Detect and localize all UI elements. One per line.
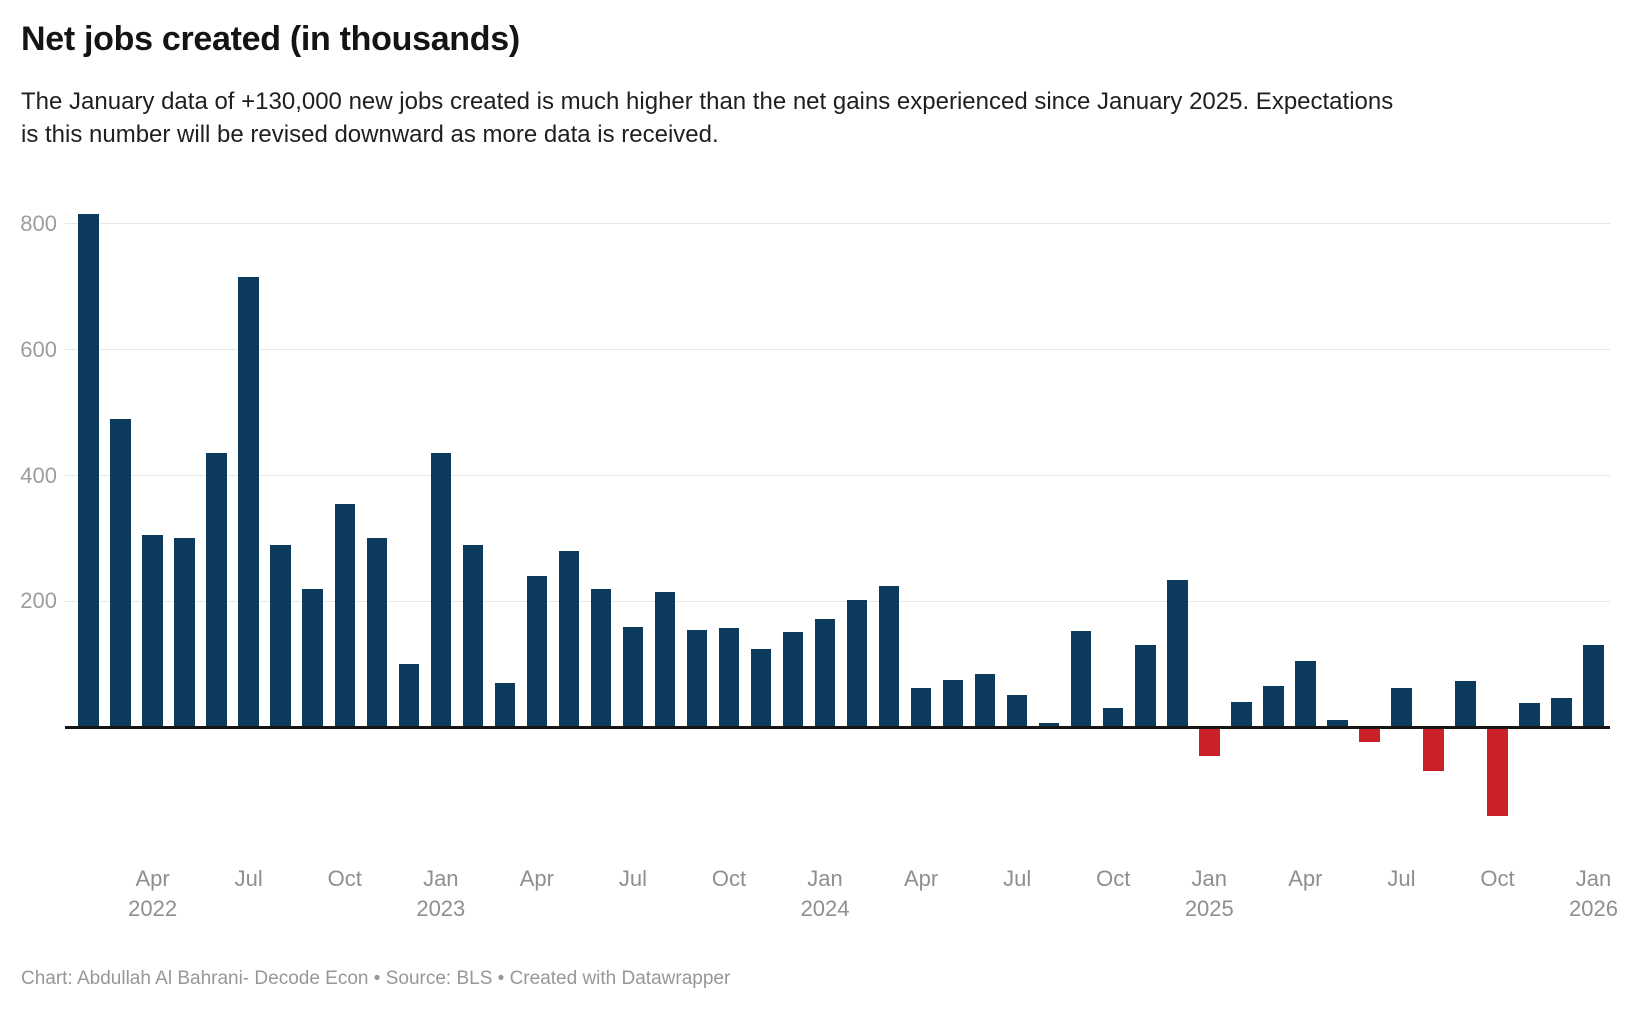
x-axis-label-oct: Oct: [1096, 866, 1131, 891]
chart-header: Net jobs created (in thousands) The Janu…: [21, 19, 1393, 151]
bar-nov-2025[interactable]: [1519, 703, 1540, 728]
bar-jun-2023[interactable]: [590, 588, 612, 728]
bar-mar-2023[interactable]: [494, 683, 516, 728]
bar-jan-2023[interactable]: [430, 453, 452, 728]
bar-aug-2023[interactable]: [654, 591, 676, 728]
bar-nov-2024[interactable]: [1135, 644, 1156, 728]
bar-sep-2022[interactable]: [302, 588, 323, 728]
subtitle-line-2: is this number will be revised downward …: [21, 121, 719, 148]
x-axis-label-jul: Jul: [234, 866, 263, 891]
y-axis-label-600: 600: [20, 336, 57, 362]
bar-nov-2023[interactable]: [750, 648, 772, 728]
bar-jul-2025[interactable]: [1391, 688, 1412, 728]
x-axis-label-jan-2024: Jan: [807, 866, 843, 891]
x-axis-label-oct: Oct: [711, 866, 747, 891]
subtitle-line-1: The January data of +130,000 new jobs cr…: [21, 88, 1394, 115]
bar-feb-2024[interactable]: [846, 600, 868, 728]
bar-jan-2024[interactable]: [814, 618, 836, 728]
x-axis-year-label-2023: 2023: [416, 896, 466, 921]
bar-jun-2022[interactable]: [206, 453, 227, 728]
x-axis-label-apr-2022: Apr: [135, 866, 170, 891]
x-axis-year-label-2022: 2022: [128, 896, 178, 921]
x-axis-label-jul: Jul: [1387, 866, 1416, 891]
y-gridline-600: [65, 349, 1610, 351]
bar-aug-2025[interactable]: [1423, 727, 1444, 771]
x-axis-label-oct: Oct: [1480, 866, 1515, 891]
bar-may-2024[interactable]: [942, 680, 964, 728]
bar-jul-2023[interactable]: [622, 626, 644, 728]
bar-mar-2024[interactable]: [878, 585, 900, 728]
bar-dec-2025[interactable]: [1551, 698, 1572, 728]
bar-dec-2022[interactable]: [398, 664, 420, 728]
x-axis-label-jan-2023: Jan: [423, 866, 459, 891]
bar-may-2023[interactable]: [558, 551, 580, 728]
bar-oct-2023[interactable]: [718, 627, 740, 728]
bar-jan-2025[interactable]: [1199, 727, 1220, 757]
bar-jan-2026[interactable]: [1583, 645, 1604, 728]
x-axis-year-label-2025: 2025: [1184, 896, 1234, 921]
bar-sep-2025[interactable]: [1455, 680, 1476, 728]
bar-jun-2025[interactable]: [1359, 727, 1380, 742]
bar-aug-2022[interactable]: [270, 544, 291, 728]
y-axis-label-400: 400: [20, 462, 57, 488]
bar-sep-2023[interactable]: [686, 629, 708, 728]
bar-apr-2024[interactable]: [910, 687, 932, 728]
bar-feb-2025[interactable]: [1231, 702, 1252, 728]
bar-jun-2024[interactable]: [974, 673, 996, 728]
x-axis-label-apr: Apr: [1288, 866, 1323, 891]
x-axis-label-apr: Apr: [903, 866, 939, 891]
bar-mar-2025[interactable]: [1263, 685, 1284, 728]
y-axis-label-200: 200: [20, 588, 57, 614]
y-gridline-800: [65, 223, 1610, 225]
bar-nov-2022[interactable]: [366, 538, 388, 728]
x-axis-label-oct: Oct: [327, 866, 362, 891]
bar-apr-2025[interactable]: [1295, 661, 1316, 728]
bar-oct-2025[interactable]: [1487, 727, 1508, 816]
bar-jul-2024[interactable]: [1006, 695, 1028, 728]
bar-sep-2024[interactable]: [1070, 630, 1092, 728]
bar-apr-2022[interactable]: [142, 535, 163, 728]
chart-credit: Chart: Abdullah Al Bahrani- Decode Econ …: [21, 968, 731, 989]
x-axis-label-jul: Jul: [1003, 866, 1032, 891]
bar-jul-2022[interactable]: [238, 277, 259, 728]
bar-apr-2023[interactable]: [526, 576, 548, 728]
page-title: Net jobs created (in thousands): [21, 20, 520, 58]
y-gridline-400: [65, 475, 1610, 476]
bar-dec-2024[interactable]: [1167, 579, 1188, 728]
x-axis-label-jul: Jul: [618, 866, 647, 891]
x-axis-year-label-2026: 2026: [1569, 896, 1618, 921]
bar-oct-2022[interactable]: [334, 503, 355, 728]
x-axis-year-label-2024: 2024: [800, 896, 850, 921]
chart-subtitle: The January data of +130,000 new jobs cr…: [21, 85, 1393, 151]
bar-may-2025[interactable]: [1327, 719, 1348, 728]
bar-feb-2022[interactable]: [78, 214, 99, 728]
x-axis-line: [65, 725, 1610, 729]
x-axis-label-jan-2026: Jan: [1575, 866, 1612, 891]
bar-feb-2023[interactable]: [462, 544, 484, 728]
x-axis-label-jan-2025: Jan: [1191, 866, 1228, 891]
bar-oct-2024[interactable]: [1102, 707, 1124, 728]
y-gridline-200: [65, 600, 1610, 602]
y-axis-label-800: 800: [20, 210, 57, 236]
bar-may-2022[interactable]: [174, 538, 195, 728]
bar-aug-2024[interactable]: [1038, 722, 1060, 728]
bar-dec-2023[interactable]: [782, 631, 804, 728]
x-axis-label-apr: Apr: [519, 866, 554, 891]
bar-mar-2022[interactable]: [110, 418, 131, 728]
